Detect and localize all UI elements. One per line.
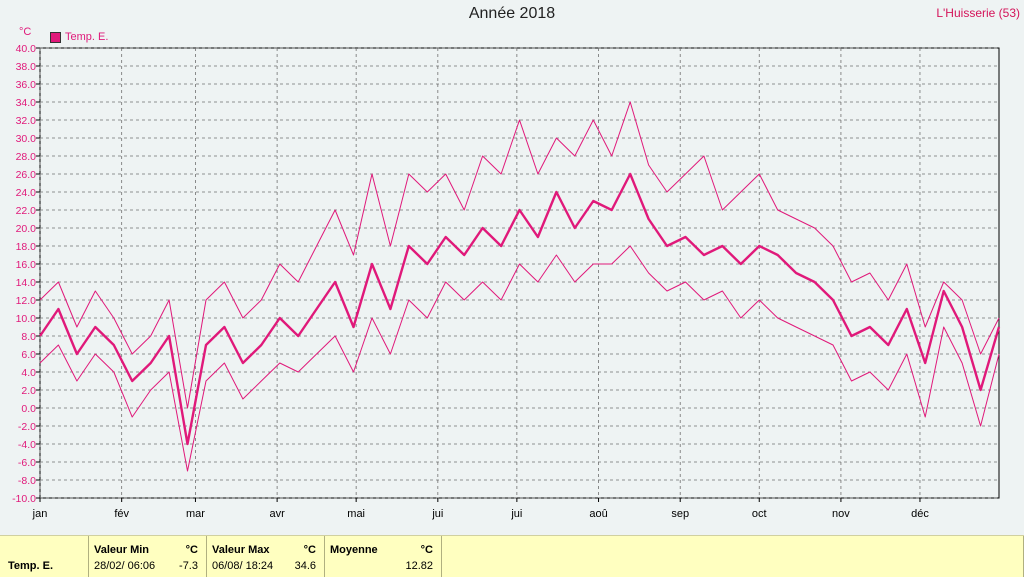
- y-tick-label: 20.0: [16, 223, 37, 235]
- stats-max-date: 06/08/ 18:24: [212, 560, 274, 572]
- y-tick-label: 34.0: [16, 97, 37, 109]
- legend: Temp. E.: [50, 31, 108, 43]
- x-tick-label: jui: [431, 508, 443, 520]
- stats-min-date: 28/02/ 06:06: [94, 560, 156, 572]
- y-tick-label: -8.0: [18, 475, 36, 487]
- y-tick-label: 10.0: [16, 313, 37, 325]
- y-tick-label: 30.0: [16, 133, 37, 145]
- y-tick-label: 0.0: [21, 403, 36, 415]
- stats-min-cell: Valeur Min °C 28/02/ 06:06 -7.3: [89, 536, 207, 577]
- series-line-mean: [39, 172, 1001, 446]
- y-tick-label: 38.0: [16, 61, 37, 73]
- y-tick-label: 24.0: [16, 187, 37, 199]
- x-tick-label: nov: [832, 508, 850, 520]
- stats-max-unit: °C: [303, 544, 316, 556]
- y-axis-unit: °C: [19, 26, 32, 38]
- y-tick-label: 8.0: [21, 331, 36, 343]
- y-tick-label: -4.0: [18, 439, 36, 451]
- x-tick-label: mai: [347, 508, 365, 520]
- y-tick-label: 4.0: [21, 367, 36, 379]
- chart-title: Année 2018: [468, 5, 556, 22]
- stats-row-label: Temp. E.: [8, 560, 54, 572]
- x-tick-label: fév: [114, 508, 129, 520]
- stats-min-label: Valeur Min: [94, 544, 150, 556]
- temperature-chart: -10.0 -8.0 -6.0 -4.0 -2.0 0.0 2.0 4.0 6.0 8.0 10.0…: [12, 43, 1001, 520]
- legend-label: Temp. E.: [65, 31, 109, 43]
- stats-min-unit: °C: [185, 544, 198, 556]
- x-tick-label: aoû: [589, 508, 607, 520]
- y-tick-label: 16.0: [16, 259, 37, 271]
- series-line-min: [39, 245, 1000, 472]
- y-tick-label: 40.0: [16, 43, 37, 55]
- y-tick-label: 2.0: [21, 385, 36, 397]
- y-tick-label: 28.0: [16, 151, 37, 163]
- y-tick-label: 26.0: [16, 169, 37, 181]
- y-tick-label: 18.0: [16, 241, 37, 253]
- x-tick-label: mar: [186, 508, 205, 520]
- stats-avg-value: 12.82: [405, 560, 433, 572]
- stats-max-value: 34.6: [294, 560, 316, 572]
- series-line-max: [39, 101, 1000, 409]
- y-tick-label: -6.0: [18, 457, 36, 469]
- x-tick-label: oct: [752, 508, 767, 520]
- stats-avg-unit: °C: [420, 544, 433, 556]
- y-tick-label: 12.0: [16, 295, 37, 307]
- y-tick-label: 36.0: [16, 79, 37, 91]
- stats-min-value: -7.3: [179, 560, 198, 572]
- station-name: L'Huisserie (53): [936, 6, 1020, 20]
- y-tick-label: 6.0: [21, 349, 36, 361]
- x-tick-label: sep: [671, 508, 689, 520]
- y-tick-label: -10.0: [12, 493, 36, 505]
- stats-avg-label: Moyenne: [330, 544, 378, 556]
- x-tick-label: déc: [911, 508, 929, 520]
- x-tick-label: jan: [32, 508, 48, 520]
- plot-area: [39, 47, 1000, 499]
- stats-avg-cell: Moyenne °C 12.82: [325, 536, 442, 577]
- stats-footer: Temp. E. Valeur Min °C 28/02/ 06:06 -7.3…: [0, 535, 1024, 577]
- y-tick-label: 32.0: [16, 115, 37, 127]
- y-tick-label: 22.0: [16, 205, 37, 217]
- y-tick-label: 14.0: [16, 277, 37, 289]
- stats-max-cell: Valeur Max °C 06/08/ 18:24 34.6: [207, 536, 325, 577]
- x-tick-label: jui: [510, 508, 522, 520]
- stats-row-label-cell: Temp. E.: [0, 536, 89, 577]
- y-tick-label: -2.0: [18, 421, 36, 433]
- legend-swatch: [50, 31, 61, 43]
- stats-max-label: Valeur Max: [212, 544, 270, 556]
- x-tick-label: avr: [269, 508, 285, 520]
